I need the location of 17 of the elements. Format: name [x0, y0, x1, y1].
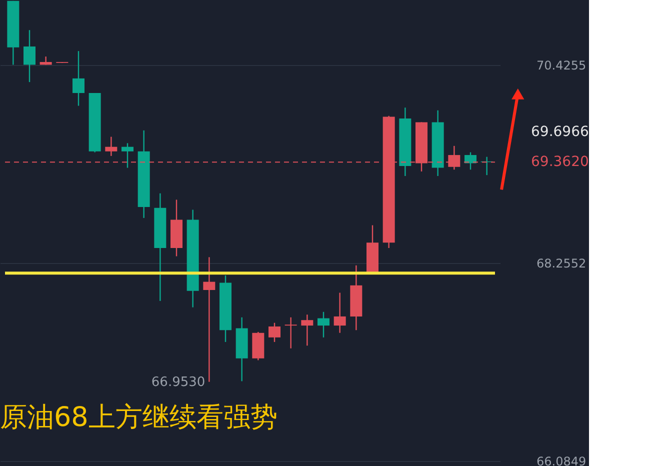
text: 69.6966	[531, 124, 589, 140]
candlestick	[24, 29, 36, 83]
candlestick	[268, 322, 280, 343]
candlestick	[122, 142, 134, 168]
candlestick	[284, 316, 297, 349]
y-tick-label: 68.2552	[536, 256, 586, 271]
y-tick-label: 66.0849	[536, 454, 586, 466]
candlestick	[72, 50, 84, 106]
candlestick	[334, 292, 346, 334]
annotation: 66.9530	[151, 374, 206, 390]
ref-line-label: 69.3620	[531, 154, 589, 170]
candlestick	[203, 256, 216, 382]
y-tick-label: 70.4255	[536, 58, 586, 73]
candlestick	[301, 314, 314, 346]
candlestick	[318, 311, 330, 338]
text: 原油68上方继续看强势	[0, 402, 278, 433]
candlestick	[105, 136, 118, 157]
